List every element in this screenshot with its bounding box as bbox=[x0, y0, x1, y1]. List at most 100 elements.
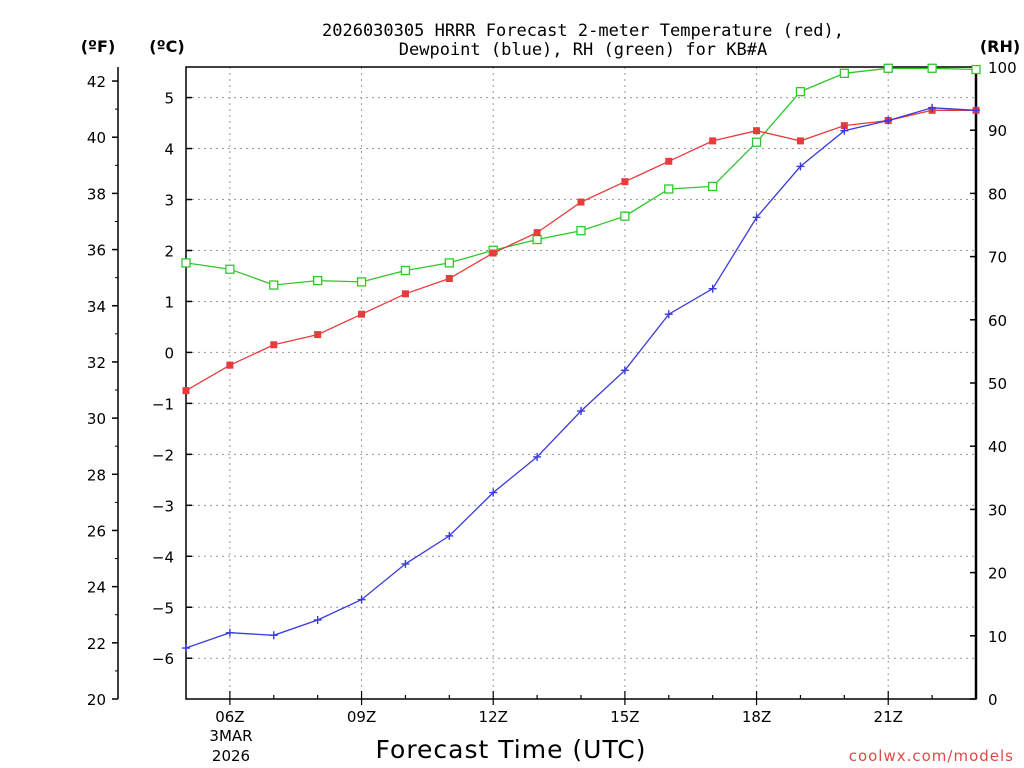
temperature-point-17 bbox=[709, 137, 717, 145]
x-tick-label-18Z: 18Z bbox=[742, 708, 771, 726]
plot-frame bbox=[185, 66, 977, 700]
temperature-point-5 bbox=[182, 387, 190, 395]
rh-tick-label-10: 10 bbox=[988, 628, 1007, 646]
rh-point-15 bbox=[620, 211, 630, 221]
celsius-tick-label-4: 4 bbox=[164, 141, 174, 159]
dewpoint-line bbox=[185, 107, 977, 649]
rh-point-13 bbox=[532, 234, 542, 245]
dewpoint-point-19 bbox=[796, 162, 805, 171]
fahrenheit-unit-label: (ºF) bbox=[81, 37, 116, 56]
dewpoint-point-9 bbox=[357, 595, 366, 604]
rh-point-8 bbox=[313, 275, 323, 286]
temperature-point-16 bbox=[665, 157, 673, 165]
celsius-tick-label--3: −3 bbox=[152, 497, 174, 515]
fahrenheit-tick-label-40: 40 bbox=[87, 129, 106, 147]
dewpoint-point-7 bbox=[269, 631, 278, 640]
fahrenheit-tick-label-34: 34 bbox=[87, 298, 106, 316]
fahrenheit-tick-label-20: 20 bbox=[87, 691, 106, 709]
dewpoint-point-15 bbox=[620, 366, 629, 375]
dewpoint-point-14 bbox=[577, 407, 585, 416]
rh-point-21 bbox=[883, 63, 893, 73]
dewpoint-point-10 bbox=[401, 559, 410, 568]
dewpoint-point-17 bbox=[708, 284, 717, 293]
celsius-unit-label: (ºC) bbox=[149, 37, 184, 56]
grid-lines bbox=[186, 67, 976, 699]
temperature-point-11 bbox=[445, 275, 453, 283]
temperature-point-7 bbox=[270, 341, 278, 349]
rh-point-23 bbox=[971, 64, 981, 75]
rh-point-17 bbox=[708, 181, 718, 192]
temperature-point-19 bbox=[796, 137, 804, 145]
temperature-point-15 bbox=[621, 178, 629, 186]
temperature-point-10 bbox=[401, 290, 409, 298]
dewpoint-point-6 bbox=[225, 628, 234, 637]
x-axis-label: Forecast Time (UTC) bbox=[376, 735, 647, 764]
celsius-tick-label--2: −2 bbox=[152, 446, 174, 464]
rh-point-6 bbox=[225, 264, 235, 274]
temperature-point-8 bbox=[314, 331, 322, 339]
dewpoint-point-22 bbox=[928, 103, 937, 112]
dewpoint-point-21 bbox=[884, 116, 893, 125]
rh-tick-label-70: 70 bbox=[988, 249, 1007, 267]
temperature-point-12 bbox=[489, 249, 497, 257]
temperature-line bbox=[185, 109, 976, 392]
rh-tick-label-40: 40 bbox=[988, 438, 1007, 456]
celsius-tick-label-5: 5 bbox=[164, 90, 174, 108]
rh-point-22 bbox=[927, 63, 937, 73]
fahrenheit-tick-label-30: 30 bbox=[87, 410, 106, 428]
temperature-point-9 bbox=[358, 310, 366, 318]
chart-title-line-1: 2026030305 HRRR Forecast 2-meter Tempera… bbox=[322, 21, 844, 41]
rh-tick-label-50: 50 bbox=[988, 375, 1007, 393]
dewpoint-point-5 bbox=[182, 644, 190, 653]
rh-point-19 bbox=[795, 86, 806, 97]
rh-unit-label: (RH) bbox=[980, 37, 1020, 56]
temperature-point-6 bbox=[226, 361, 234, 369]
rh-point-11 bbox=[444, 258, 454, 268]
chart-title-line-2: Dewpoint (blue), RH (green) for KB#A bbox=[399, 40, 767, 60]
rh-point-20 bbox=[839, 68, 849, 78]
date-label-day: 3MAR bbox=[209, 727, 252, 745]
x-tick-label-21Z: 21Z bbox=[874, 708, 903, 726]
rh-tick-label-0: 0 bbox=[988, 691, 998, 709]
fahrenheit-tick-label-36: 36 bbox=[87, 242, 106, 260]
dewpoint-point-12 bbox=[489, 488, 498, 497]
fahrenheit-tick-label-42: 42 bbox=[87, 73, 106, 91]
x-tick-label-09Z: 09Z bbox=[347, 708, 376, 726]
celsius-tick-label-2: 2 bbox=[164, 242, 174, 260]
rh-point-5 bbox=[181, 258, 191, 268]
axes: 202224262830323436384042−6−5−4−3−2−10123… bbox=[87, 59, 1017, 726]
fahrenheit-tick-label-28: 28 bbox=[87, 466, 106, 484]
fahrenheit-tick-label-38: 38 bbox=[87, 185, 106, 203]
rh-tick-label-100: 100 bbox=[988, 59, 1017, 77]
fahrenheit-tick-label-26: 26 bbox=[87, 522, 106, 540]
date-label-year: 2026 bbox=[212, 747, 250, 765]
rh-tick-label-60: 60 bbox=[988, 312, 1007, 330]
temperature-point-13 bbox=[533, 229, 541, 237]
celsius-tick-label--6: −6 bbox=[152, 650, 174, 668]
fahrenheit-tick-label-24: 24 bbox=[87, 579, 106, 597]
x-tick-label-15Z: 15Z bbox=[610, 708, 639, 726]
dewpoint-point-13 bbox=[533, 452, 542, 461]
rh-point-14 bbox=[576, 226, 586, 236]
celsius-tick-label--1: −1 bbox=[152, 395, 174, 413]
rh-point-9 bbox=[356, 277, 367, 287]
rh-point-18 bbox=[751, 137, 762, 147]
x-tick-label-12Z: 12Z bbox=[479, 708, 508, 726]
rh-tick-label-90: 90 bbox=[988, 122, 1007, 140]
data-series bbox=[181, 63, 981, 653]
celsius-tick-label-3: 3 bbox=[164, 192, 174, 210]
dewpoint-point-23 bbox=[972, 106, 980, 115]
dewpoint-point-20 bbox=[840, 126, 849, 135]
dewpoint-point-8 bbox=[313, 616, 322, 624]
temperature-point-18 bbox=[753, 127, 761, 135]
fahrenheit-tick-label-32: 32 bbox=[87, 354, 106, 372]
rh-point-16 bbox=[664, 184, 674, 194]
rh-point-10 bbox=[400, 265, 411, 276]
temperature-point-14 bbox=[577, 198, 585, 206]
rh-line bbox=[185, 67, 977, 286]
rh-tick-label-80: 80 bbox=[988, 185, 1007, 203]
rh-point-7 bbox=[269, 280, 279, 290]
dewpoint-point-11 bbox=[445, 531, 454, 540]
rh-tick-label-30: 30 bbox=[988, 501, 1007, 519]
dewpoint-point-18 bbox=[752, 213, 761, 222]
